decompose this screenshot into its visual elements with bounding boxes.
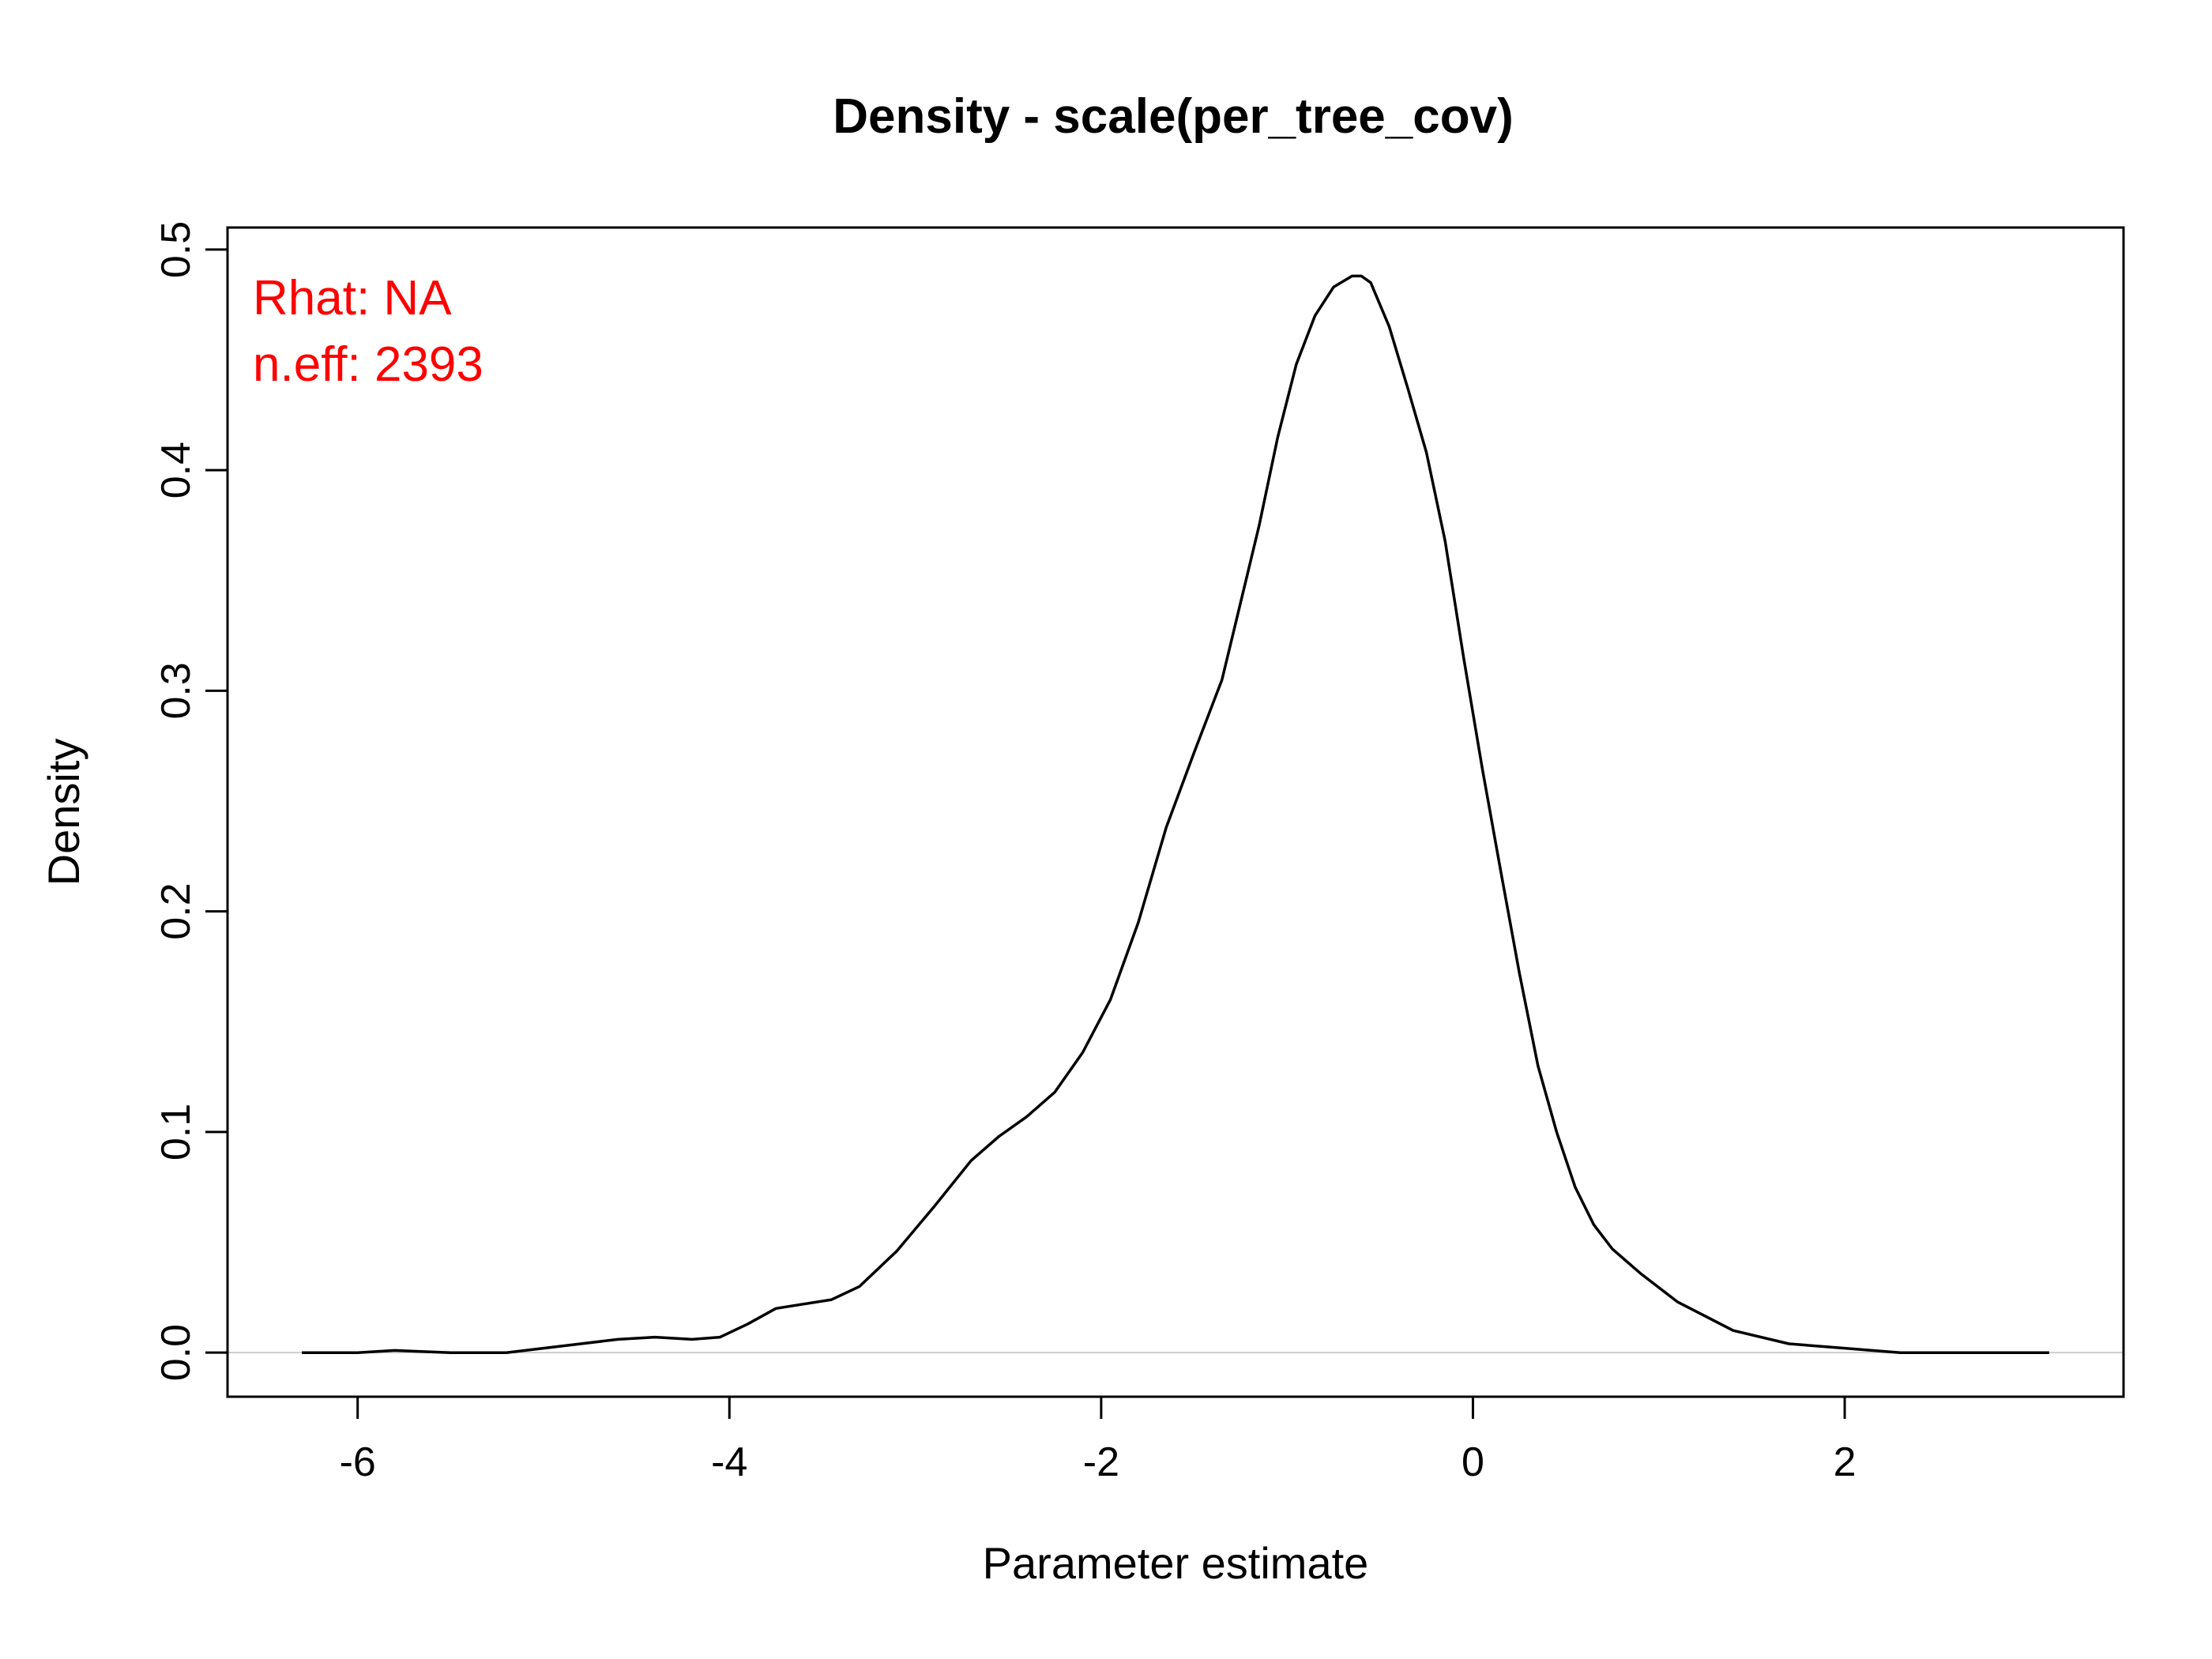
plot-area [226,226,2125,1398]
y-tick-label: 0.4 [153,442,199,498]
plot-frame [226,226,2125,1398]
x-axis: -6 -4 -2 0 2 [340,1395,1856,1485]
y-tick-label: 0.2 [153,883,199,940]
x-tick-label: 2 [1834,1439,1856,1485]
y-tick-label: 0.1 [153,1104,199,1161]
y-axis-label: Density [39,739,88,886]
y-tick-label: 0.5 [153,221,199,278]
x-axis-label: Parameter estimate [983,1538,1369,1588]
x-tick-label: 0 [1462,1439,1484,1485]
y-tick-label: 0.0 [153,1324,199,1381]
chart-title: Density - scale(per_tree_cov) [833,89,1514,144]
x-tick-label: -6 [340,1439,376,1485]
rhat-annotation: Rhat: NA [253,271,452,325]
x-tick-label: -4 [711,1439,747,1485]
neff-annotation: n.eff: 2393 [253,337,483,392]
density-curve [302,274,2049,1354]
y-tick-label: 0.3 [153,662,199,719]
x-tick-label: -2 [1083,1439,1119,1485]
y-axis: 0.0 0.1 0.2 0.3 0.4 0.5 [153,221,229,1381]
